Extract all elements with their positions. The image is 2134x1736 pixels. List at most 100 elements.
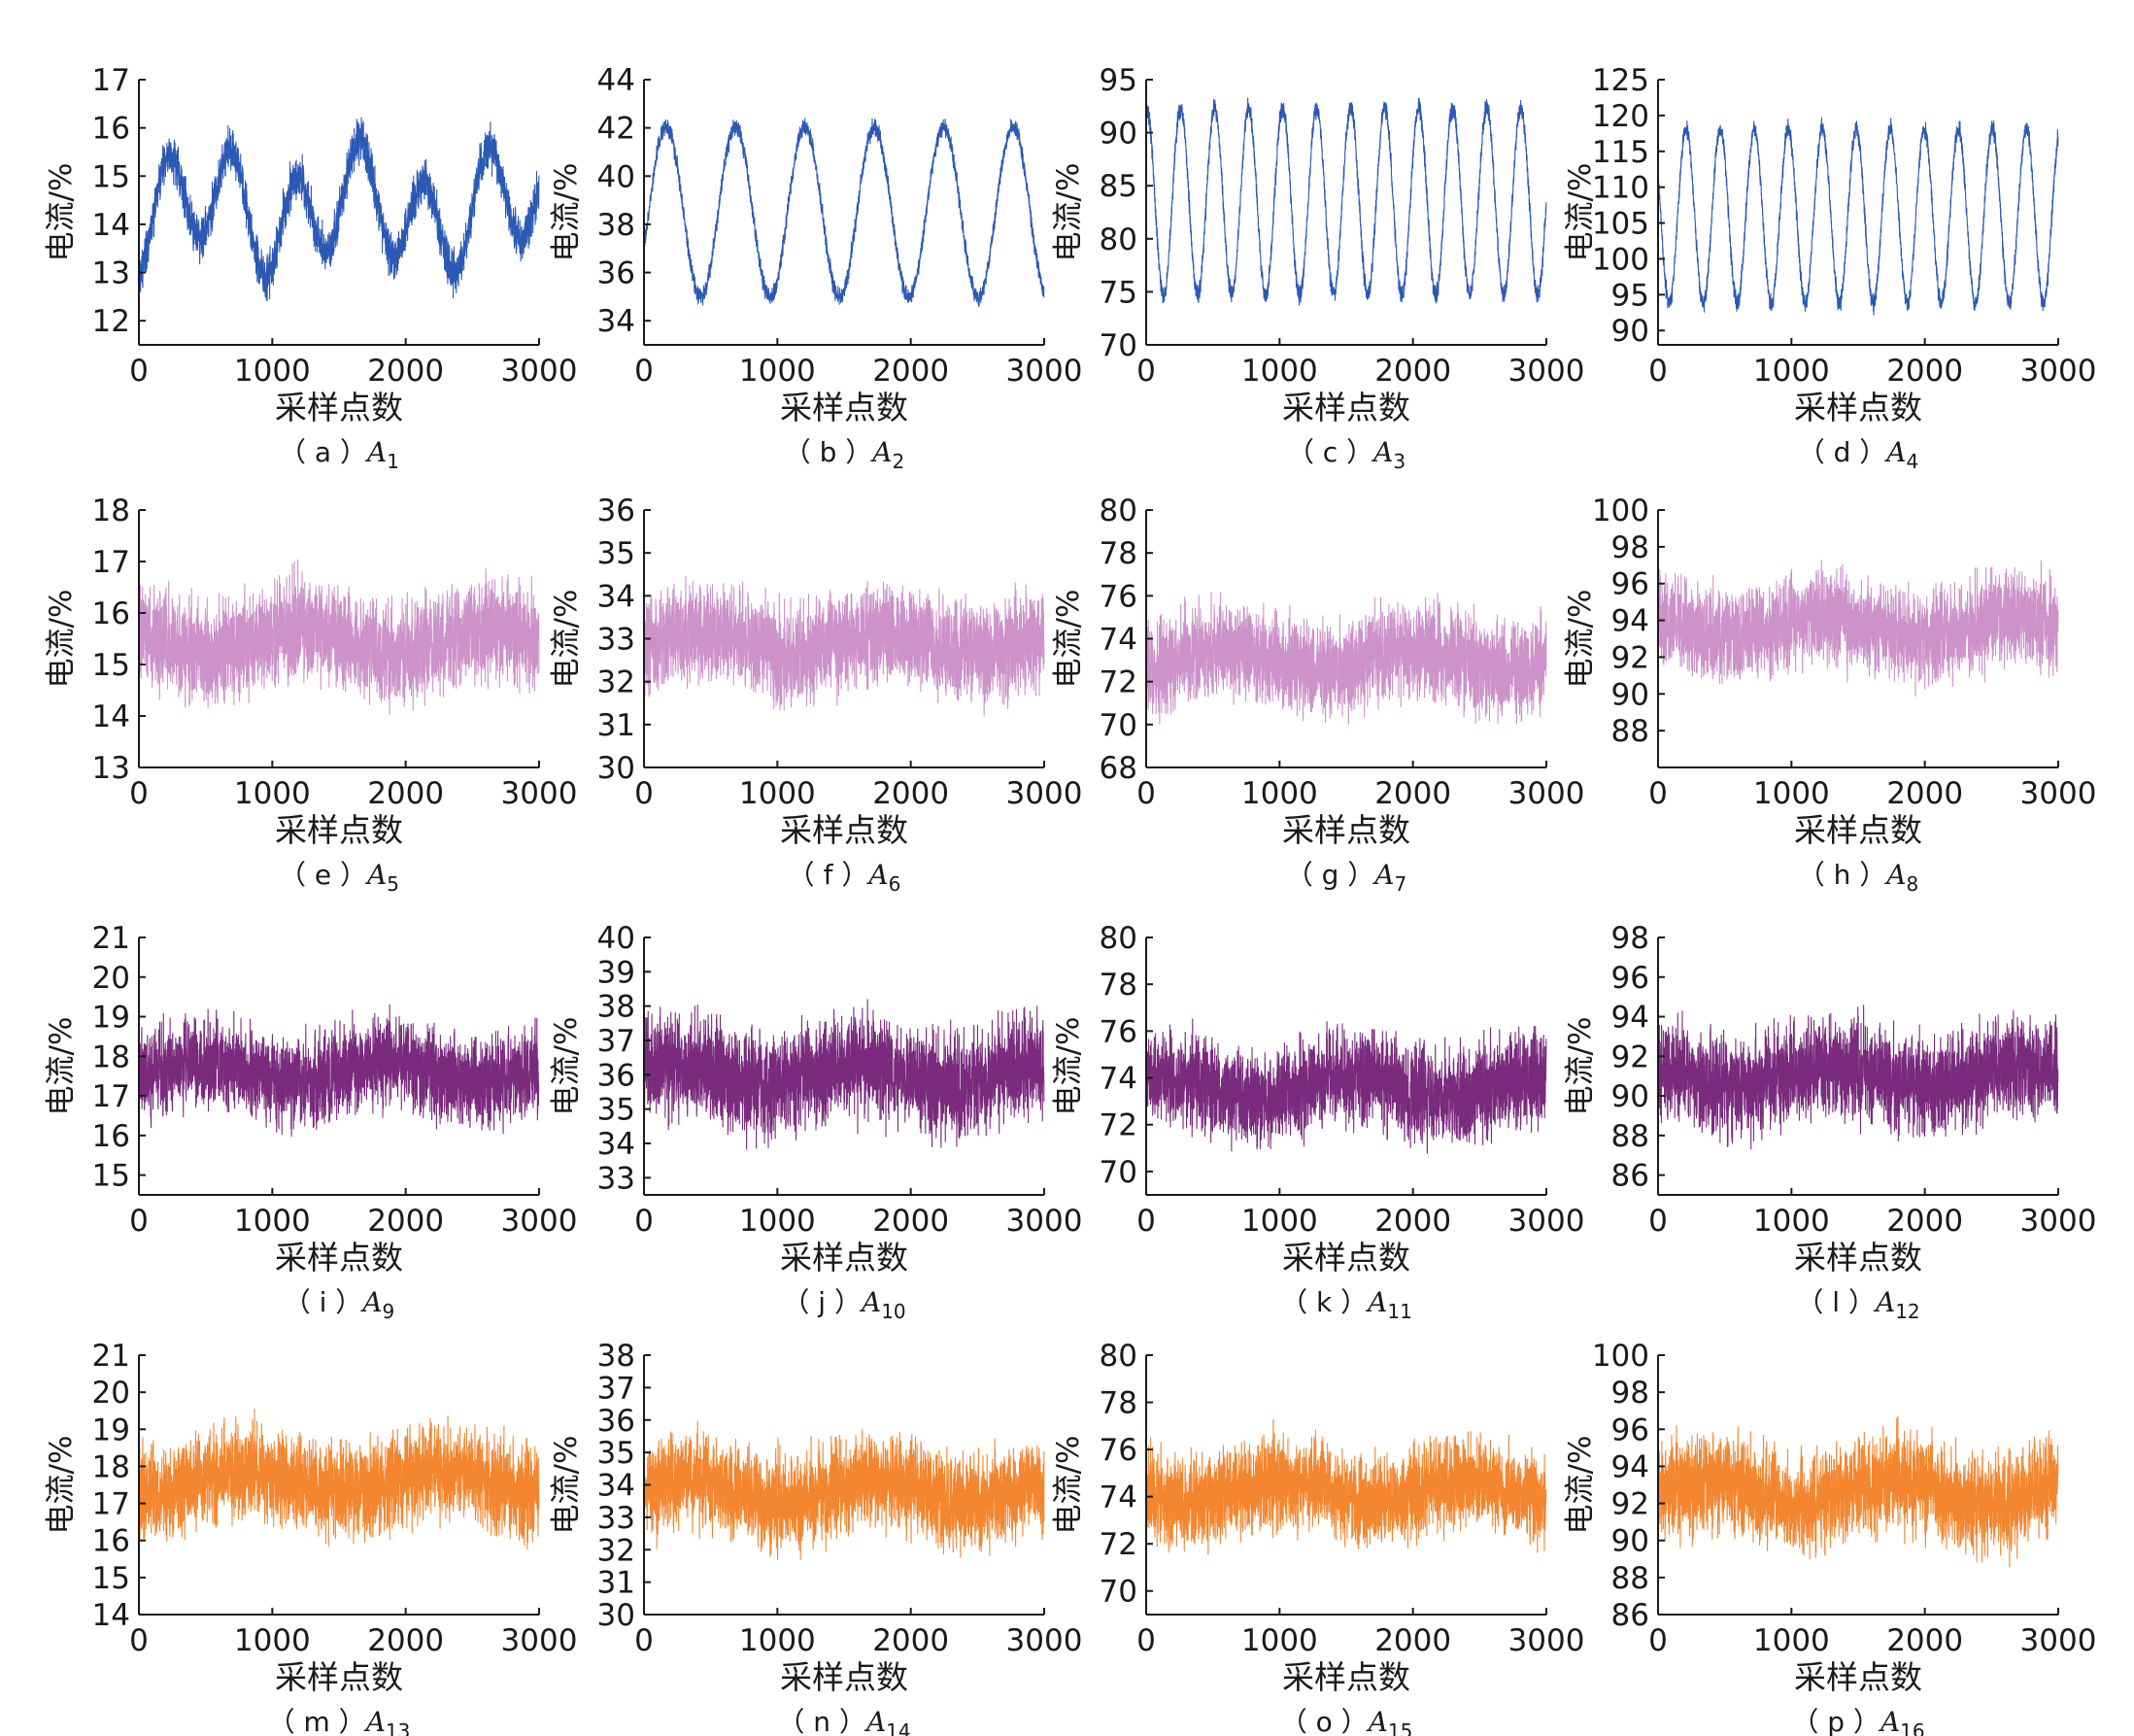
caption-symbol: A bbox=[1371, 436, 1393, 468]
subplot-b: 34 36 38 40 42 44 0 1000 2000 3000 电流/% 采样点数 （ b ）A2 bbox=[549, 63, 1082, 473]
x-tick-label: 3000 bbox=[1508, 1204, 1585, 1239]
x-tick-label: 1000 bbox=[1753, 354, 1830, 389]
y-axis-label: 电流/% bbox=[1051, 163, 1086, 262]
y-tick-label: 31 bbox=[597, 1566, 635, 1601]
x-tick-label: 1000 bbox=[1241, 776, 1318, 811]
x-tick-label: 1000 bbox=[1241, 1623, 1318, 1658]
y-tick-label: 34 bbox=[597, 304, 635, 339]
y-tick-label: 17 bbox=[92, 1079, 130, 1114]
y-tick-label: 74 bbox=[1100, 1062, 1137, 1097]
x-tick-label: 2000 bbox=[872, 1623, 949, 1658]
y-tick-label: 34 bbox=[597, 1469, 635, 1504]
x-tick-label: 0 bbox=[634, 1204, 654, 1239]
y-tick-label: 36 bbox=[597, 494, 635, 528]
x-tick-label: 2000 bbox=[1886, 1623, 1963, 1658]
subplot-caption: （ k ）A11 bbox=[1280, 1286, 1412, 1323]
y-tick-label: 76 bbox=[1100, 1433, 1137, 1468]
y-tick-label: 30 bbox=[597, 1598, 635, 1633]
y-tick-label: 15 bbox=[92, 1561, 130, 1596]
caption-symbol: A bbox=[864, 1706, 886, 1736]
y-tick-label: 36 bbox=[597, 1058, 635, 1093]
y-tick-label: 100 bbox=[1592, 494, 1649, 528]
y-tick-label: 115 bbox=[1592, 135, 1649, 170]
y-tick-label: 30 bbox=[597, 751, 635, 786]
caption-symbol: A bbox=[363, 1706, 386, 1736]
y-tick-label: 33 bbox=[597, 1501, 635, 1536]
x-tick-label: 0 bbox=[1648, 1623, 1668, 1658]
x-axis-label: 采样点数 bbox=[780, 1239, 908, 1276]
x-tick-label: 0 bbox=[129, 1204, 149, 1239]
caption-symbol: A bbox=[1365, 1286, 1387, 1318]
x-tick-label: 3000 bbox=[501, 776, 578, 811]
caption-letter: （ l ） bbox=[1796, 1286, 1876, 1318]
x-tick-label: 3000 bbox=[1508, 776, 1585, 811]
caption-letter: （ i ） bbox=[284, 1286, 363, 1318]
y-tick-label: 90 bbox=[1100, 117, 1137, 152]
x-tick-label: 3000 bbox=[1508, 354, 1585, 389]
y-tick-label: 88 bbox=[1611, 1561, 1649, 1596]
caption-letter: （ e ） bbox=[279, 859, 367, 891]
y-tick-label: 96 bbox=[1611, 961, 1649, 996]
y-axis-label: 电流/% bbox=[44, 1017, 79, 1116]
x-tick-label: 0 bbox=[634, 776, 654, 811]
x-axis-label: 采样点数 bbox=[780, 389, 908, 426]
y-tick-label: 80 bbox=[1100, 1339, 1137, 1374]
y-tick-label: 21 bbox=[92, 1339, 130, 1374]
y-tick-label: 14 bbox=[92, 699, 130, 734]
x-tick-label: 2000 bbox=[1886, 354, 1963, 389]
x-tick-label: 2000 bbox=[872, 354, 949, 389]
caption-symbol: A bbox=[1873, 1286, 1895, 1318]
subplot-c: 70 75 80 85 90 95 0 1000 2000 3000 电流/% 采样点数 （ c ）A3 bbox=[1051, 63, 1584, 473]
series-line bbox=[1145, 592, 1547, 725]
series-line bbox=[1657, 560, 2059, 698]
y-tick-label: 105 bbox=[1592, 207, 1649, 242]
y-tick-label: 96 bbox=[1611, 1413, 1649, 1447]
series-line bbox=[1657, 1415, 2059, 1568]
subplot-k: 70 72 74 76 78 80 0 1000 2000 3000 电流/% 采样点数 （ k ）A1… bbox=[1051, 921, 1584, 1323]
caption-symbol: A bbox=[1372, 859, 1394, 891]
y-tick-label: 36 bbox=[597, 1404, 635, 1439]
y-tick-label: 92 bbox=[1611, 1039, 1649, 1074]
x-tick-label: 0 bbox=[129, 776, 149, 811]
x-tick-label: 2000 bbox=[1374, 1204, 1451, 1239]
caption-subscript: 13 bbox=[386, 1719, 410, 1736]
series-line bbox=[138, 559, 540, 715]
x-tick-label: 1000 bbox=[739, 776, 816, 811]
subplot-caption: （ a ）A1 bbox=[279, 436, 399, 473]
series-line bbox=[1657, 117, 2059, 316]
y-tick-label: 98 bbox=[1611, 921, 1649, 956]
x-tick-label: 2000 bbox=[1374, 1623, 1451, 1658]
subplot-a: 12 13 14 15 16 17 0 1000 2000 3000 电流/% 采样点数 （ a ）A1 bbox=[44, 63, 577, 473]
caption-subscript: 7 bbox=[1395, 872, 1407, 896]
y-tick-label: 95 bbox=[1611, 278, 1649, 313]
y-tick-label: 32 bbox=[597, 1533, 635, 1568]
caption-symbol: A bbox=[1878, 1706, 1900, 1736]
y-tick-label: 98 bbox=[1611, 530, 1649, 565]
x-tick-label: 0 bbox=[1648, 354, 1668, 389]
y-tick-label: 42 bbox=[597, 112, 635, 147]
x-axis-label: 采样点数 bbox=[1282, 811, 1410, 849]
y-tick-label: 17 bbox=[92, 545, 130, 580]
subplot-caption: （ n ）A14 bbox=[777, 1706, 910, 1736]
caption-letter: （ n ） bbox=[777, 1706, 866, 1736]
series-line bbox=[1145, 1018, 1547, 1154]
x-axis-label: 采样点数 bbox=[1282, 1239, 1410, 1276]
caption-symbol: A bbox=[1366, 1706, 1388, 1736]
y-tick-label: 18 bbox=[92, 1039, 130, 1074]
y-tick-label: 100 bbox=[1592, 1339, 1649, 1374]
x-tick-label: 0 bbox=[1136, 354, 1156, 389]
x-tick-label: 2000 bbox=[1886, 776, 1963, 811]
x-axis-label: 采样点数 bbox=[275, 811, 403, 849]
x-tick-label: 0 bbox=[1136, 1623, 1156, 1658]
y-tick-label: 78 bbox=[1100, 536, 1137, 571]
y-tick-label: 94 bbox=[1611, 1449, 1649, 1484]
caption-letter: （ m ） bbox=[268, 1706, 366, 1736]
x-tick-label: 1000 bbox=[234, 776, 311, 811]
y-tick-label: 70 bbox=[1100, 1575, 1137, 1610]
x-tick-label: 1000 bbox=[1753, 776, 1830, 811]
subplot-caption: （ d ）A4 bbox=[1798, 436, 1919, 473]
caption-symbol: A bbox=[859, 1286, 881, 1318]
